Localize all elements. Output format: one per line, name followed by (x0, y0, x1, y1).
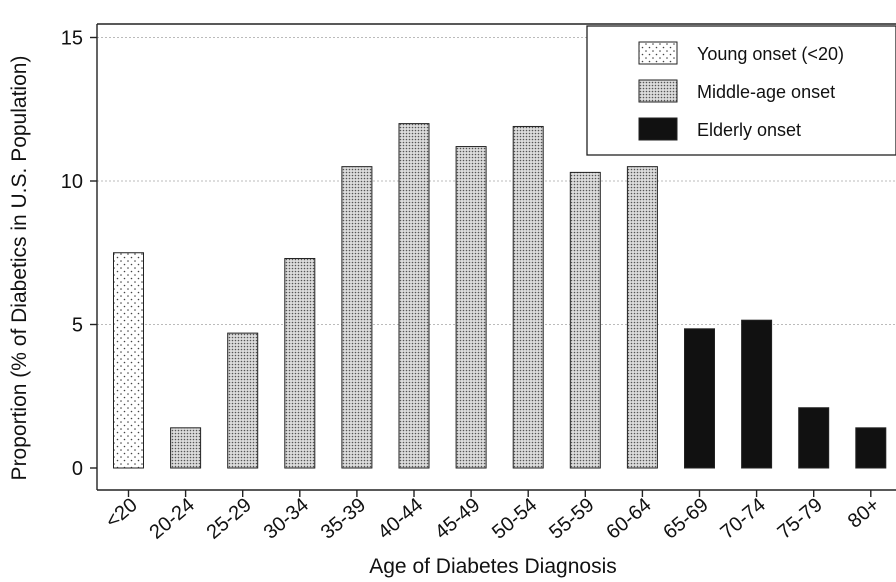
x-tick-label: 80+ (844, 494, 884, 533)
bar (569, 171, 601, 469)
legend-label: Elderly onset (697, 120, 801, 140)
x-tick-label: 75-79 (774, 494, 827, 544)
y-axis-title: Proportion (% of Diabetics in U.S. Popul… (8, 56, 31, 481)
bar (684, 328, 715, 469)
x-tick-label: 20-24 (145, 494, 198, 544)
bar (227, 332, 259, 469)
bar (170, 427, 202, 469)
x-tick-label: 40-44 (374, 494, 427, 544)
y-tick-label: 10 (61, 171, 83, 193)
x-tick-label: 25-29 (203, 494, 256, 544)
legend-swatch (638, 79, 678, 103)
y-axis: 0 5 10 15 (61, 23, 896, 490)
legend-swatch (638, 117, 678, 141)
x-tick-label: <20 (102, 494, 142, 533)
bar (626, 166, 658, 469)
bar (113, 252, 144, 469)
x-tick-label: 50-54 (488, 494, 541, 544)
bar (741, 319, 773, 469)
x-tick-label: 35-39 (317, 494, 370, 544)
y-tick-label: 0 (72, 458, 83, 480)
x-axis-title: Age of Diabetes Diagnosis (369, 555, 616, 578)
y-tick-label: 15 (61, 28, 83, 50)
legend-swatch (638, 41, 678, 65)
legend: Young onset (<20) Middle-age onset Elderly… (586, 25, 896, 156)
y-tick-label: 5 (72, 315, 83, 337)
x-axis: <20 20-24 25-29 30-34 35-39 40-44 45-49 50-54 55… (97, 489, 896, 544)
bar (798, 407, 830, 469)
bars (113, 123, 887, 469)
bar (512, 125, 544, 469)
x-tick-label: 70-74 (716, 494, 769, 544)
x-tick-label: 45-49 (431, 494, 484, 544)
legend-label: Young onset (<20) (697, 44, 844, 64)
x-tick-label: 55-59 (545, 494, 598, 544)
bar (455, 146, 487, 469)
legend-label: Middle-age onset (697, 82, 835, 102)
bar (341, 166, 373, 469)
bar (284, 257, 316, 469)
bar (855, 427, 887, 469)
bar (398, 123, 430, 469)
x-tick-label: 65-69 (659, 494, 712, 544)
x-tick-label: 60-64 (602, 494, 655, 544)
x-tick-label: 30-34 (260, 494, 313, 544)
